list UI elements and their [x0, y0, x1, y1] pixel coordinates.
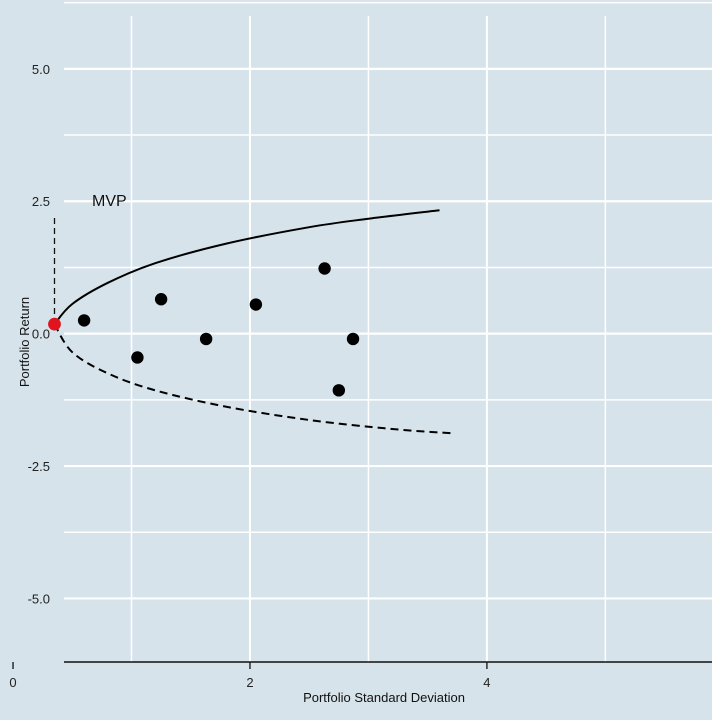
- grid-lines: [64, 1, 712, 662]
- efficient-frontier-line: [53, 209, 440, 325]
- data-point: [77, 314, 91, 327]
- y-tick-label: 2.5: [32, 194, 50, 209]
- axis-ticks: 0 2 4 5.0 2.5 0.0 -2.5 -5.0: [9, 62, 490, 690]
- frontier-curves: [53, 209, 452, 435]
- x-tick-label: 0: [9, 675, 16, 690]
- data-points: [48, 262, 360, 397]
- y-tick-label: -5.0: [28, 591, 50, 606]
- data-point: [332, 384, 346, 397]
- inefficient-frontier-line: [53, 323, 452, 435]
- mvp-label: MVP: [92, 193, 127, 210]
- y-tick-label: -2.5: [28, 459, 50, 474]
- data-point: [154, 293, 168, 306]
- x-tick-label: 2: [246, 675, 253, 690]
- data-point: [346, 332, 360, 346]
- x-tick-label: 4: [483, 675, 490, 690]
- y-axis-title: Portfolio Return: [17, 297, 32, 387]
- data-point: [318, 262, 331, 275]
- data-point: [199, 332, 213, 346]
- data-point: [249, 298, 263, 311]
- y-tick-label: 5.0: [32, 62, 50, 77]
- mvp-point: [48, 317, 61, 331]
- data-point: [131, 351, 144, 364]
- x-axis-title: Portfolio Standard Deviation: [303, 690, 465, 705]
- y-tick-label: 0.0: [32, 327, 50, 342]
